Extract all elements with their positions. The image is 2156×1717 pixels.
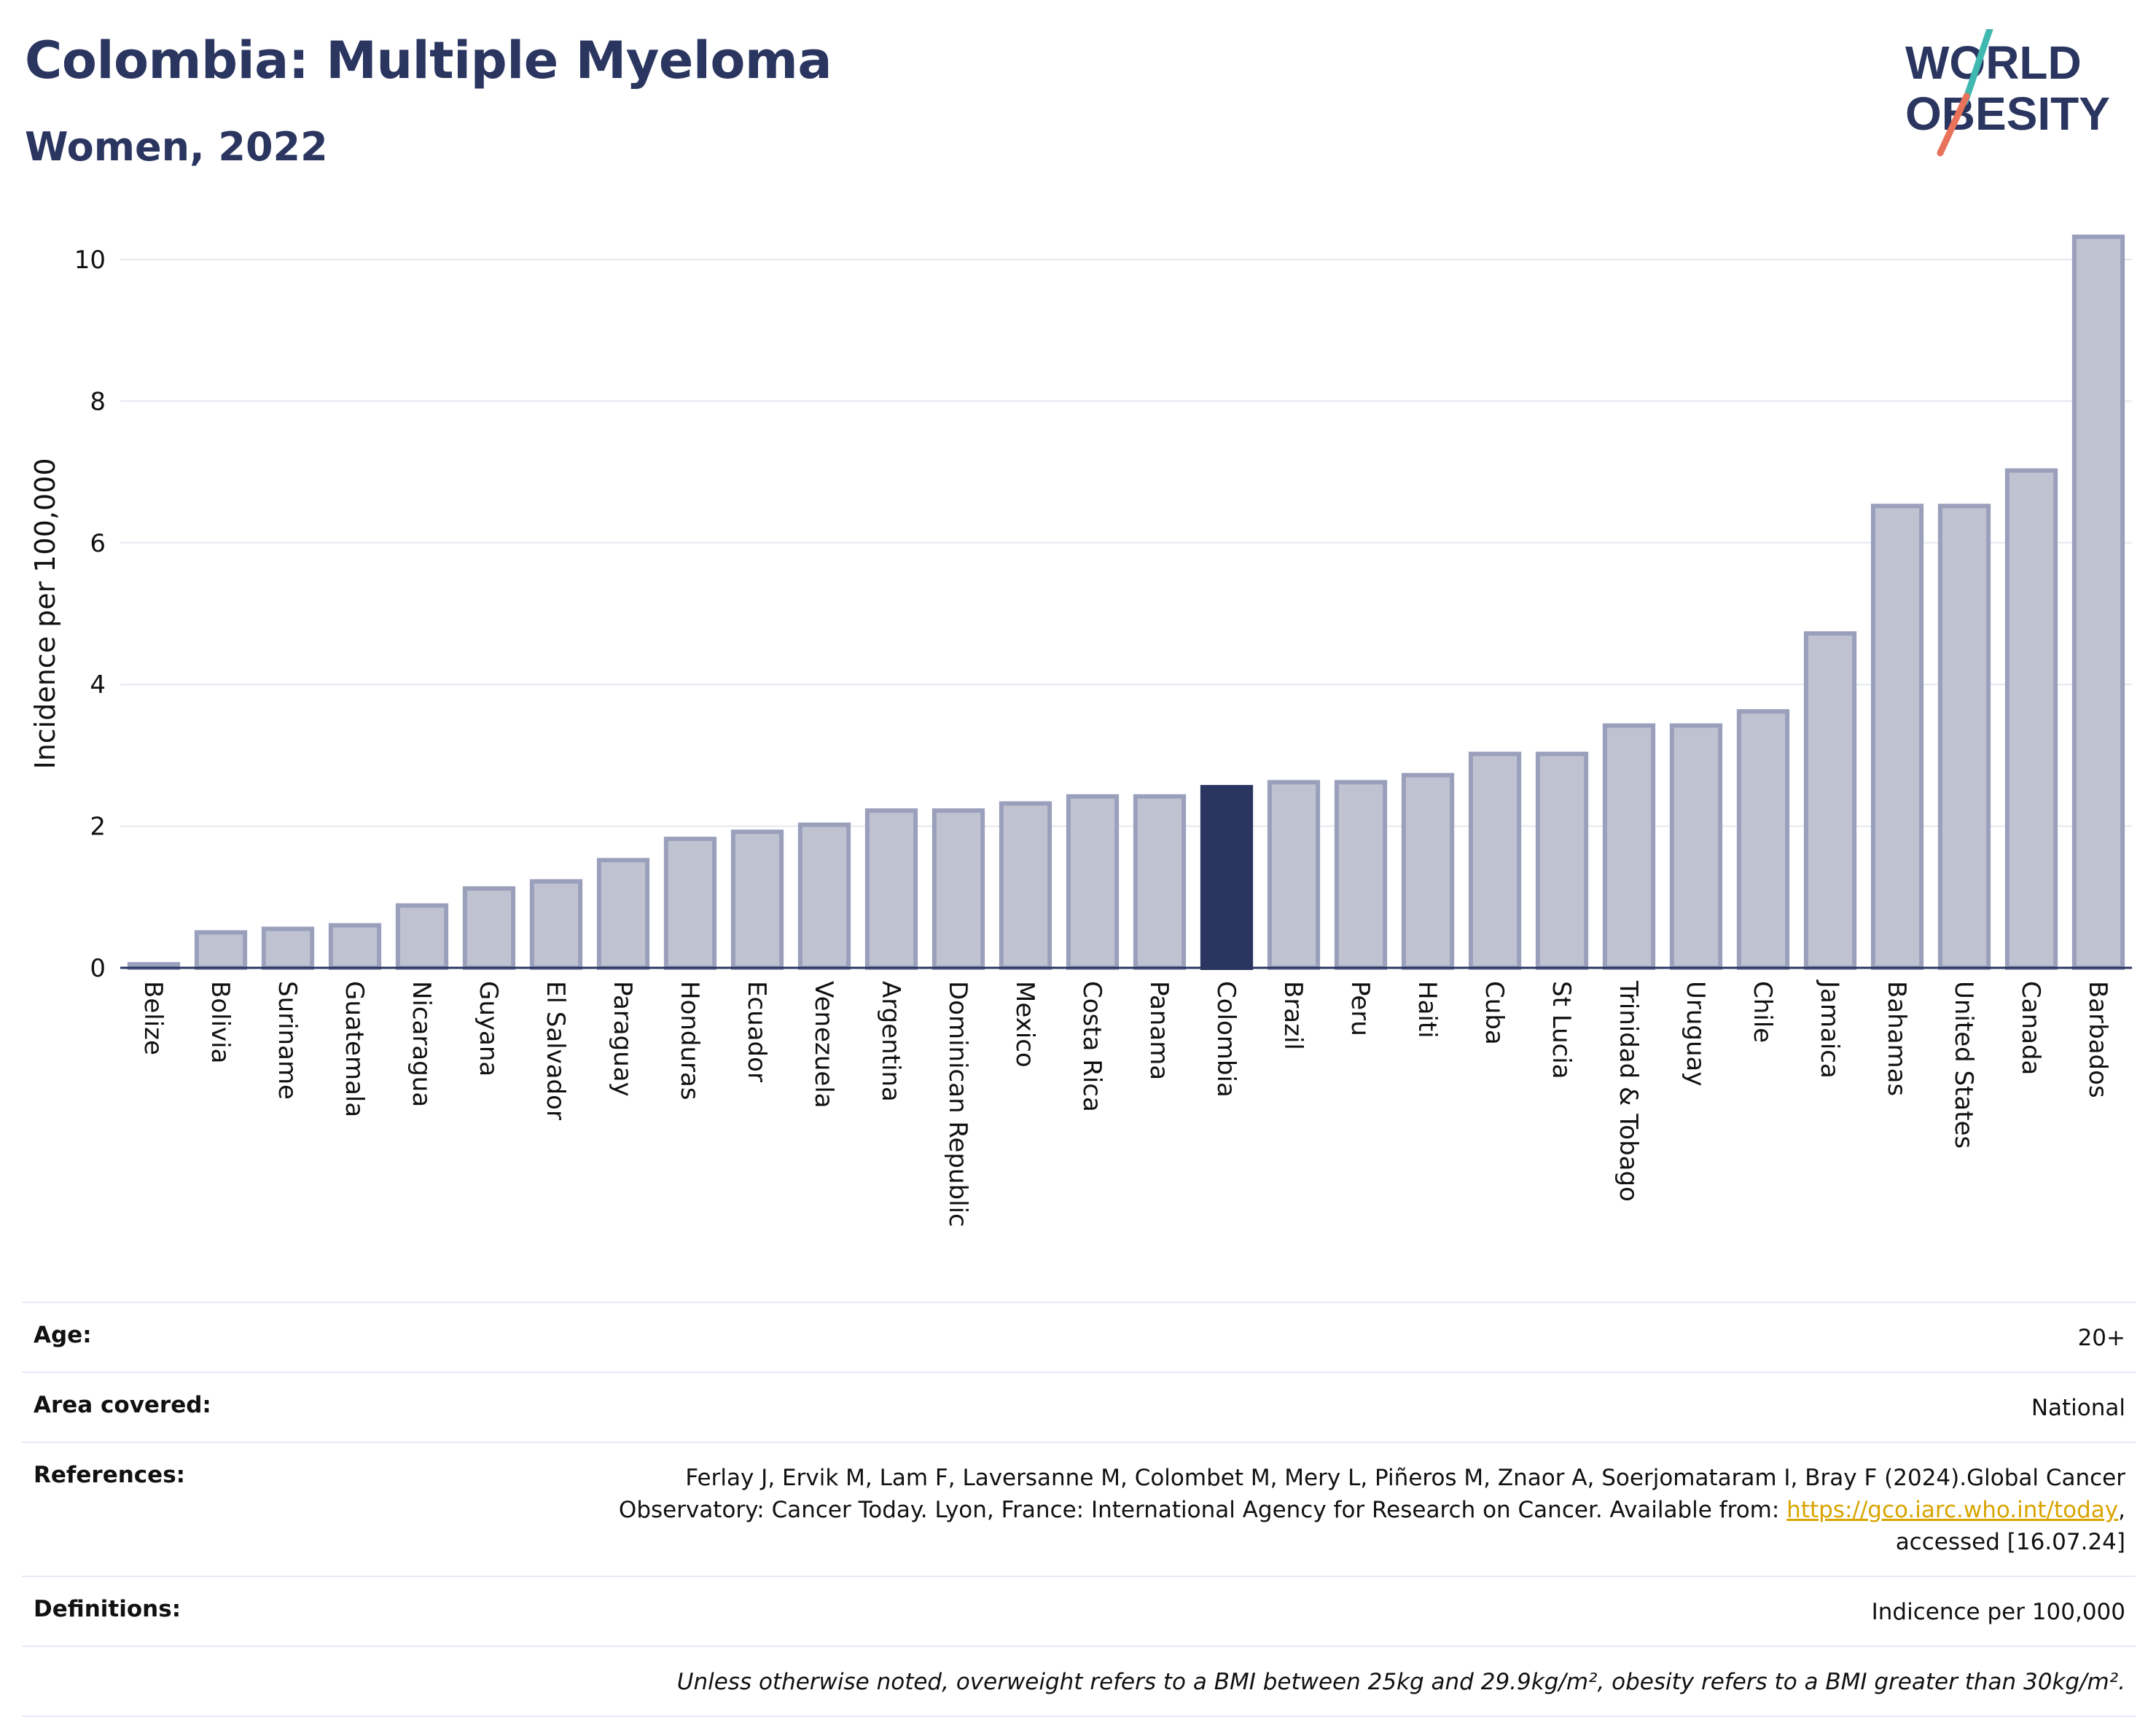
x-tick-label: Guatemala — [340, 981, 369, 1117]
bar-nicaragua — [395, 903, 449, 970]
bar-honduras — [663, 837, 717, 971]
logo-line2: OBESITY — [1905, 87, 2110, 140]
y-tick-label: 10 — [74, 246, 106, 275]
x-tick-label: Guyana — [474, 981, 503, 1076]
x-tick-label: Nicaragua — [407, 981, 436, 1107]
bar-guyana — [462, 886, 516, 970]
bar-peru — [1334, 780, 1388, 970]
x-tick-label: Peru — [1345, 981, 1375, 1036]
bar-argentina — [864, 808, 918, 970]
bar-bahamas — [1870, 504, 1924, 971]
y-tick-label: 2 — [90, 813, 106, 842]
x-tick-label: El Salvador — [541, 981, 570, 1120]
reference-accessed: , accessed [16.07.24] — [1895, 1497, 2125, 1555]
bar-venezuela — [797, 822, 851, 970]
x-tick-label: Haiti — [1413, 981, 1442, 1039]
x-tick-label: Canada — [2016, 981, 2045, 1075]
bar-suriname — [261, 926, 315, 970]
bar-chile — [1736, 709, 1790, 970]
bar-chart: 0 2 4 6 8 10 Incidence per 100,000 Belize Bolivi… — [29, 234, 2132, 1227]
bar-ecuador — [730, 829, 784, 970]
reference-link[interactable]: https://gco.iarc.who.int/today — [1786, 1497, 2119, 1523]
x-tick-label: Mexico — [1010, 981, 1039, 1068]
bar-barbados — [2071, 234, 2125, 970]
bar-guatemala — [328, 923, 382, 970]
x-tick-label: Venezuela — [809, 981, 838, 1108]
bar-costa-rica — [1066, 794, 1120, 970]
info-label-area: Area covered: — [34, 1392, 211, 1418]
y-tick-label: 4 — [90, 670, 106, 700]
bar-haiti — [1401, 773, 1455, 971]
bar-uruguay — [1669, 723, 1723, 970]
y-tick-label: 6 — [90, 529, 106, 558]
info-value-references: Ferlay J, Ervik M, Lam F, Laversanne M, … — [558, 1462, 2125, 1558]
x-tick-label: Bolivia — [206, 981, 235, 1063]
info-row-references: References: Ferlay J, Ervik M, Lam F, La… — [22, 1442, 2136, 1576]
x-tick-label: Argentina — [876, 981, 905, 1102]
info-label-definitions: Definitions: — [34, 1596, 181, 1622]
x-tick-label: Uruguay — [1681, 981, 1710, 1087]
bar-paraguay — [596, 858, 650, 970]
chart-title: Colombia: Multiple Myeloma — [25, 31, 832, 90]
logo-line1: WORLD — [1905, 36, 2082, 89]
info-value-age: 20+ — [2077, 1325, 2125, 1351]
x-tick-label: Panama — [1144, 981, 1173, 1080]
y-tick-label: 0 — [90, 954, 106, 983]
info-label-references: References: — [34, 1462, 186, 1488]
bar-dominican-republic — [931, 808, 985, 970]
x-tick-label: Paraguay — [608, 981, 637, 1097]
x-tick-label: Belize — [138, 981, 168, 1055]
x-tick-label: Costa Rica — [1077, 981, 1106, 1112]
reference-text: Ferlay J, Ervik M, Lam F, Laversanne M, … — [618, 1465, 2125, 1523]
info-value-area: National — [2031, 1395, 2125, 1421]
info-table: Age: 20+ Area covered: National Referenc… — [22, 1302, 2136, 1717]
x-tick-label: Jamaica — [1815, 979, 1844, 1079]
x-tick-label: St Lucia — [1547, 981, 1576, 1079]
logo-slash-bottom — [1937, 93, 1970, 157]
bar-colombia — [1200, 785, 1254, 971]
y-axis-label: Incidence per 100,000 — [29, 458, 61, 769]
bar-united-states — [1937, 504, 1991, 971]
info-row-note: Unless otherwise noted, overweight refer… — [22, 1646, 2136, 1717]
bmi-note: Unless otherwise noted, overweight refer… — [676, 1669, 2125, 1695]
x-tick-label: Bahamas — [1882, 981, 1911, 1096]
info-row-definitions: Definitions: Indicence per 100,000 — [22, 1576, 2136, 1646]
bar-mexico — [999, 801, 1052, 970]
x-tick-label: Cuba — [1480, 981, 1509, 1045]
x-tick-label: Trinidad & Tobago — [1614, 980, 1643, 1202]
bar-cuba — [1468, 751, 1522, 970]
info-value-definitions: Indicence per 100,000 — [1871, 1599, 2125, 1625]
info-label-age: Age: — [34, 1322, 92, 1348]
bar-brazil — [1267, 780, 1321, 970]
y-tick-label: 8 — [90, 387, 106, 416]
x-tick-label: Honduras — [675, 981, 704, 1100]
info-row-area: Area covered: National — [22, 1372, 2136, 1442]
chart-subtitle: Women, 2022 — [25, 124, 328, 170]
x-tick-label: Barbados — [2083, 981, 2112, 1098]
bar-panama — [1133, 794, 1187, 970]
bar-st-lucia — [1535, 751, 1589, 970]
info-row-age: Age: 20+ — [22, 1302, 2136, 1372]
logo-slash-top — [1961, 29, 1993, 106]
bar-jamaica — [1803, 631, 1857, 970]
x-tick-label: Brazil — [1278, 981, 1308, 1050]
x-tick-label: Suriname — [273, 981, 302, 1100]
bar-canada — [2004, 468, 2058, 970]
x-tick-label: Chile — [1748, 981, 1777, 1043]
x-tick-label: Dominican Republic — [943, 981, 972, 1227]
bar-el-salvador — [529, 879, 583, 971]
x-tick-label: Ecuador — [742, 981, 771, 1082]
world-obesity-logo: WORLD OBESITY — [1905, 29, 2110, 157]
bar-bolivia — [194, 930, 248, 971]
bar-trinidad-tobago — [1602, 723, 1656, 970]
x-tick-label: United States — [1949, 981, 1978, 1149]
x-tick-label: Colombia — [1211, 981, 1241, 1098]
